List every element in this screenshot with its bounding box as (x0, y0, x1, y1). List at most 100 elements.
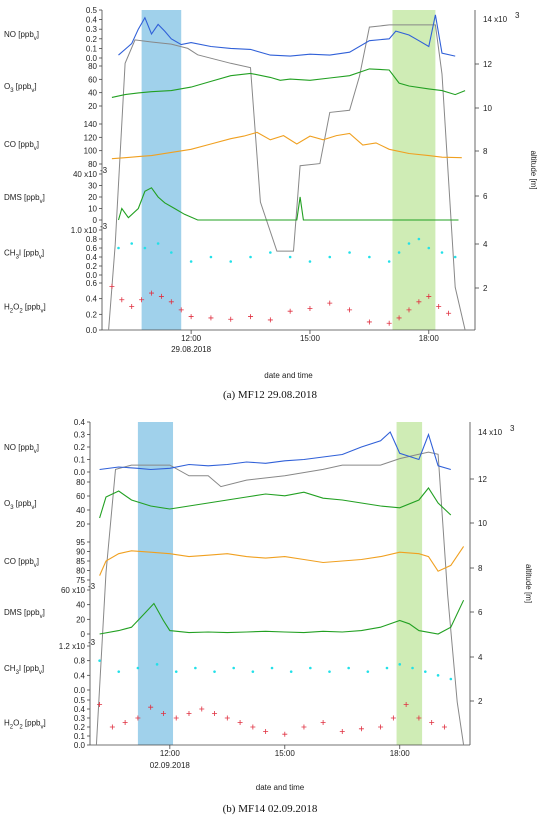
right-tick-label: 4 (478, 653, 483, 662)
data-point-h2o2 (267, 317, 273, 323)
data-point-ch3i (130, 242, 134, 245)
data-point-h2o2 (149, 290, 155, 296)
data-point-ch3i (270, 666, 274, 670)
panel-label: H2O2 [ppbv] (4, 719, 46, 731)
panel-tick-label: 0.1 (74, 732, 86, 741)
panel-tick-label: 0.4 (86, 253, 98, 262)
data-point-h2o2 (441, 724, 447, 730)
data-point-ch3i (213, 670, 216, 673)
panel-tick-label: 0.1 (86, 44, 98, 53)
data-point-ch3i (194, 666, 197, 670)
series-line-dms (117, 187, 459, 221)
data-point-ch3i (368, 255, 371, 259)
panel-tick-label: 30 (88, 182, 97, 191)
series-line-co (111, 131, 462, 160)
panel-tick-label: 0.2 (86, 262, 98, 271)
data-point-h2o2 (347, 307, 353, 313)
data-point-h2o2 (148, 704, 154, 710)
data-point-ch3i (387, 260, 391, 263)
panel-tick-label: 90 (76, 548, 85, 557)
data-point-ch3i (427, 246, 431, 250)
data-point-h2o2 (386, 320, 392, 326)
panel-tick-label: 40 (76, 506, 85, 515)
panel-tick-label: 0.0 (86, 326, 98, 335)
data-point-h2o2 (228, 316, 234, 322)
data-point-h2o2 (97, 702, 103, 707)
panel-tick-label: 0.2 (74, 723, 86, 732)
panel-label: H2O2 [ppbv] (4, 303, 46, 315)
data-point-h2o2 (446, 310, 452, 316)
data-point-h2o2 (301, 724, 307, 730)
data-point-h2o2 (168, 299, 174, 305)
data-point-ch3i (328, 670, 331, 673)
panel-label: NO [ppbv] (4, 30, 39, 42)
right-tick-label: 10 (483, 104, 492, 113)
panel-label: O3 [ppbv] (4, 499, 37, 511)
panel-tick-label: 0.4 (74, 418, 86, 427)
right-axis-label: altitude [m] (524, 564, 533, 603)
panel-tick-label: 0.4 (74, 705, 86, 714)
panel-tick-exponent: -3 (88, 582, 96, 591)
x-tick-label: 12:00 (160, 749, 181, 758)
data-point-h2o2 (406, 307, 412, 313)
panel-tick-label: 20 (76, 520, 85, 529)
data-point-ch3i (366, 670, 370, 673)
panel-tick-exponent: -3 (100, 166, 108, 175)
series-line-dms (99, 599, 465, 635)
figure-caption: (a) MF12 29.08.2018 (223, 389, 318, 401)
data-point-ch3i (136, 666, 140, 670)
right-top-tick-exponent: 3 (515, 11, 520, 20)
panel-tick-label: 0.4 (86, 295, 98, 304)
panel-tick-label: 0.2 (86, 310, 98, 319)
data-point-h2o2 (429, 720, 435, 725)
data-point-h2o2 (208, 315, 214, 321)
panel-tick-label: 80 (76, 567, 85, 576)
data-point-ch3i (398, 663, 402, 666)
panel-label: O3 [ppbv] (4, 82, 37, 94)
data-point-h2o2 (129, 304, 135, 309)
panel-tick-label: 0.0 (74, 741, 86, 750)
panel-label: NO [ppbv] (4, 443, 39, 455)
panel-tick-label: 20 (76, 615, 85, 624)
series-line-no (99, 431, 451, 471)
data-point-h2o2 (122, 720, 128, 725)
panel-tick-label: 20 (88, 102, 97, 111)
data-point-ch3i (229, 260, 233, 263)
panel-tick-label: 0.4 (86, 16, 98, 25)
panel-tick-label: 0.5 (74, 696, 86, 705)
x-axis-label: date and time (264, 371, 313, 380)
data-point-ch3i (155, 663, 159, 666)
data-point-h2o2 (390, 715, 396, 721)
panel-tick-label: 140 (84, 120, 98, 129)
panel-tick-label: 0.6 (86, 244, 98, 253)
data-point-h2o2 (237, 720, 243, 725)
panel-tick-label: 0.3 (74, 714, 86, 723)
right-tick-label: 8 (478, 564, 483, 573)
data-point-ch3i (436, 674, 440, 677)
panel-tick-label: 0.6 (86, 279, 98, 288)
panel-label: CH3I [ppbv] (4, 664, 44, 676)
panel-tick-label: 60 (76, 492, 85, 501)
shaded-region (137, 422, 174, 745)
panel-tick-label: 40 (88, 89, 97, 98)
data-point-h2o2 (263, 729, 269, 734)
right-tick-label: 10 (478, 519, 487, 528)
right-tick-label: 4 (483, 240, 488, 249)
data-point-ch3i (411, 666, 414, 670)
data-point-h2o2 (396, 315, 402, 321)
data-point-h2o2 (224, 715, 230, 721)
right-tick-label: 12 (483, 60, 492, 69)
panel-tick-label: 0.3 (74, 431, 86, 440)
series-line-o3 (111, 68, 466, 98)
data-point-h2o2 (109, 283, 115, 289)
right-top-tick-label: 14 x10 (483, 15, 508, 24)
panel-tick-label: 0.0 (74, 468, 86, 477)
panel-tick-label: 0.0 (86, 271, 98, 280)
data-point-ch3i (117, 246, 120, 250)
data-point-h2o2 (139, 297, 145, 303)
data-point-ch3i (385, 666, 389, 670)
data-point-h2o2 (307, 306, 313, 312)
data-point-ch3i (156, 242, 160, 245)
right-tick-label: 6 (483, 192, 488, 201)
